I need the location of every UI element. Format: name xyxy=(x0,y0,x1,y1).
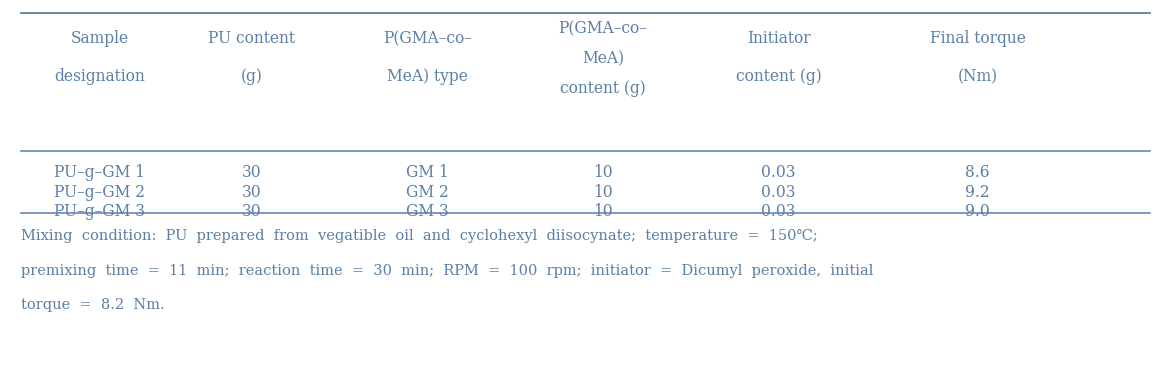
Text: 30: 30 xyxy=(242,184,261,201)
Text: torque  =  8.2  Nm.: torque = 8.2 Nm. xyxy=(21,298,165,311)
Text: PU–g–GM 3: PU–g–GM 3 xyxy=(54,203,145,220)
Text: 9.0: 9.0 xyxy=(965,203,991,220)
Text: designation: designation xyxy=(54,68,145,85)
Text: 0.03: 0.03 xyxy=(761,203,796,220)
Text: MeA) type: MeA) type xyxy=(386,68,468,85)
Text: P(GMA–co–: P(GMA–co– xyxy=(383,30,472,47)
Text: P(GMA–co–: P(GMA–co– xyxy=(559,21,648,38)
Text: 30: 30 xyxy=(242,203,261,220)
Text: 0.03: 0.03 xyxy=(761,164,796,180)
Text: 8.6: 8.6 xyxy=(965,164,991,180)
Text: GM 2: GM 2 xyxy=(406,184,448,201)
Text: 10: 10 xyxy=(594,203,612,220)
Text: premixing  time  =  11  min;  reaction  time  =  30  min;  RPM  =  100  rpm;  in: premixing time = 11 min; reaction time =… xyxy=(21,264,874,278)
Text: Sample: Sample xyxy=(70,30,129,47)
Text: GM 3: GM 3 xyxy=(406,203,448,220)
Text: Initiator: Initiator xyxy=(747,30,810,47)
Text: Final torque: Final torque xyxy=(930,30,1026,47)
Text: Mixing  condition:  PU  prepared  from  vegatible  oil  and  cyclohexyl  diisocy: Mixing condition: PU prepared from vegat… xyxy=(21,229,817,243)
Text: 30: 30 xyxy=(242,164,261,180)
Text: PU content: PU content xyxy=(208,30,295,47)
Text: 9.2: 9.2 xyxy=(965,184,991,201)
Text: (Nm): (Nm) xyxy=(958,68,998,85)
Text: (g): (g) xyxy=(241,68,262,85)
Text: 0.03: 0.03 xyxy=(761,184,796,201)
Text: PU–g–GM 2: PU–g–GM 2 xyxy=(54,184,145,201)
Text: 10: 10 xyxy=(594,164,612,180)
Text: 10: 10 xyxy=(594,184,612,201)
Text: PU–g–GM 1: PU–g–GM 1 xyxy=(54,164,145,180)
Text: content (g): content (g) xyxy=(560,80,646,97)
Text: MeA): MeA) xyxy=(582,50,624,67)
Text: content (g): content (g) xyxy=(735,68,822,85)
Text: GM 1: GM 1 xyxy=(406,164,448,180)
